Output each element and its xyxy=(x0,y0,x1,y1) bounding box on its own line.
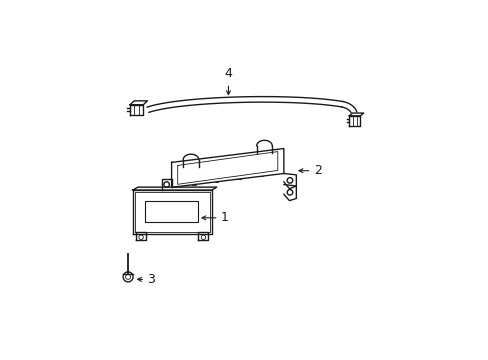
Text: 1: 1 xyxy=(221,211,228,224)
Polygon shape xyxy=(130,101,147,105)
Polygon shape xyxy=(198,232,208,240)
Polygon shape xyxy=(284,174,296,189)
Polygon shape xyxy=(133,190,211,234)
Polygon shape xyxy=(145,201,198,222)
Text: 3: 3 xyxy=(147,273,155,286)
Polygon shape xyxy=(348,116,360,126)
Polygon shape xyxy=(133,187,216,190)
Text: 2: 2 xyxy=(313,164,321,177)
Circle shape xyxy=(123,272,133,282)
Polygon shape xyxy=(136,232,146,240)
Polygon shape xyxy=(130,105,143,115)
Polygon shape xyxy=(171,149,284,187)
Polygon shape xyxy=(284,185,296,201)
Polygon shape xyxy=(348,113,363,116)
Polygon shape xyxy=(162,179,171,190)
Text: 4: 4 xyxy=(224,67,232,80)
